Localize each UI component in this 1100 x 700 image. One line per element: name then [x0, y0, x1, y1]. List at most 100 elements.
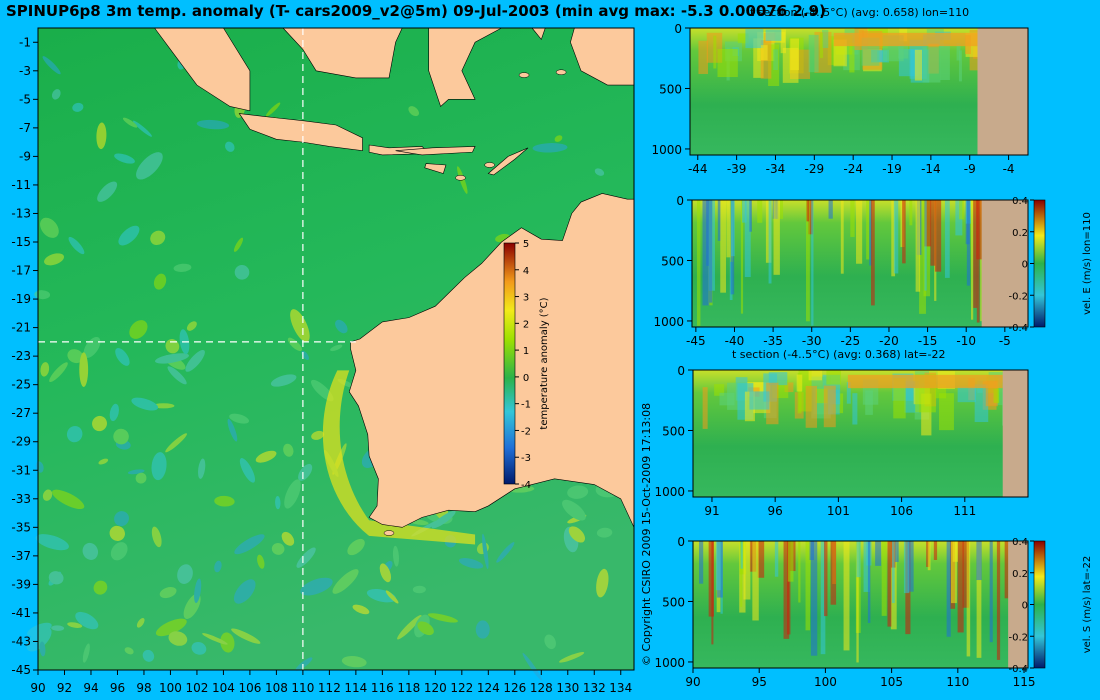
vel-e-section-lon-cell [717, 200, 721, 241]
map-eddy [82, 643, 90, 663]
t-section-lon-plot [689, 27, 1029, 156]
t-section-lon-warm-layer [833, 32, 978, 47]
vel-e-section-lon-cell [720, 200, 726, 293]
map-eddy [191, 641, 207, 655]
map-x-tick-label: 92 [57, 681, 72, 695]
map-y-tick-label: -45 [11, 663, 31, 677]
t-section-lat-cell [826, 370, 842, 385]
t-section-lat-cell [815, 388, 828, 404]
map-eddy [118, 225, 140, 246]
vel-s-section-lat-cell [740, 541, 743, 607]
map-x-tick-label: 128 [530, 681, 553, 695]
map-eddy [115, 347, 130, 366]
map-x-tick-label: 122 [450, 681, 473, 695]
t-section-lon-x-tick-label: -44 [688, 162, 708, 176]
vel-e-section-lon-cell [866, 200, 870, 260]
t-section-lon-cell [780, 29, 786, 54]
vel-s-section-lat-cell [966, 541, 971, 657]
vel-s-section-lat-cell [820, 541, 826, 655]
map-eddy [113, 428, 129, 445]
vel-e-section-lon-cell [828, 200, 833, 219]
map-colorbar-tick-label: 4 [523, 266, 529, 277]
map-y-tick-label: -3 [19, 64, 31, 78]
t-section-lat-title: t section (-4..5°C) (avg: 0.368) lat=-22 [732, 348, 946, 361]
t-section-lat-x-tick-label: 101 [827, 504, 850, 518]
vel-s-section-lat-cell [739, 541, 746, 613]
t-section-lon-y-tick-label: 500 [659, 82, 682, 96]
vel-s-section-lat-cell [856, 541, 861, 578]
vel-s-section-lat-cell [867, 541, 871, 623]
map-y-tick-label: -29 [11, 435, 31, 449]
vel-s-section-lat-colorbar-tick-label: -0.2 [1008, 632, 1028, 643]
map-eddy [68, 236, 85, 255]
t-section-lon-cell [717, 49, 738, 78]
map-eddy [194, 578, 202, 604]
vel-e-section-lon-cell [930, 200, 936, 266]
map-eddy [257, 554, 265, 569]
map-eddy [298, 463, 313, 481]
map-eddy [151, 526, 162, 548]
vel-e-section-lon-cell [973, 200, 978, 308]
vel-s-section-lat-land [1008, 541, 1028, 668]
page-title: SPINUP6p8 3m temp. anomaly (T- cars2009_… [6, 2, 826, 20]
map-eddy [98, 458, 109, 465]
vel-s-section-lat-cell [887, 541, 892, 627]
vel-e-section-lon-colorbar [1033, 199, 1046, 328]
map-eddy [196, 119, 230, 130]
map-eddy [168, 631, 188, 646]
vel-e-section-lon-cell [934, 200, 942, 272]
vel-s-section-lat-cell [927, 541, 931, 571]
vel-s-section-lat-cell [743, 541, 751, 600]
map-eddy [239, 458, 256, 483]
t-section-lon-cell [958, 50, 962, 82]
map-eddy [544, 634, 556, 650]
vel-s-section-lat-x-tick-label: 100 [814, 675, 837, 689]
map-x-tick-label: 90 [30, 681, 45, 695]
map-colorbar-tick-label: 5 [523, 239, 529, 250]
map-land-sumba [424, 163, 447, 174]
vel-e-section-lon-cell [924, 200, 932, 247]
map-eddy [79, 352, 89, 387]
t-section-lat-cell [852, 393, 858, 425]
vel-s-section-lat-cell [757, 541, 765, 578]
map-x-tick-label: 116 [371, 681, 394, 695]
vel-e-section-lon-cell [856, 200, 863, 264]
map-y-tick-label: -19 [11, 292, 31, 306]
t-section-lon-x-tick-label: -24 [843, 162, 863, 176]
map-colorbar-tick-label: -3 [521, 453, 531, 464]
vel-s-section-lat-x-tick-label: 90 [685, 675, 700, 689]
vel-e-section-lon-cell [726, 200, 733, 258]
map-eddy [341, 656, 367, 668]
map-y-tick-label: -7 [19, 121, 31, 135]
vel-e-section-lon-x-tick-label: -45 [686, 334, 706, 348]
map-eddy [153, 273, 167, 290]
t-section-lon-x-tick-label: -29 [805, 162, 825, 176]
map-land-island [383, 530, 395, 536]
map-eddy [39, 641, 46, 657]
map-x-tick-label: 94 [83, 681, 98, 695]
map-colorbar [503, 242, 516, 485]
map-eddy [214, 495, 235, 507]
map-eddy [594, 168, 605, 176]
vel-e-section-lon-cell [893, 200, 899, 274]
map-y-tick-label: -39 [11, 577, 31, 591]
map-eddy [596, 568, 609, 598]
vel-e-section-lon-cell [731, 200, 735, 257]
t-section-lat-cell [993, 388, 1000, 403]
vel-s-section-lat-cell [699, 541, 704, 584]
t-section-lon-cell [713, 35, 717, 69]
map-eddy [287, 337, 302, 352]
t-section-lon-cell [914, 49, 923, 81]
vel-e-section-lon-cell [740, 200, 744, 314]
map-colorbar-tick-label: -2 [521, 426, 531, 437]
vel-s-section-lat-cell [715, 541, 721, 591]
map-eddy [332, 569, 359, 594]
t-section-lon-cell [782, 47, 799, 83]
map-eddy [202, 633, 228, 645]
map-y-tick-label: -13 [11, 206, 31, 220]
vel-s-section-lat-cell [1004, 541, 1011, 599]
map-x-tick-label: 106 [238, 681, 261, 695]
t-section-lon-y-tick-label: 1000 [651, 143, 682, 157]
map-eddy [42, 56, 61, 75]
vel-s-section-lat-cell [957, 541, 964, 633]
